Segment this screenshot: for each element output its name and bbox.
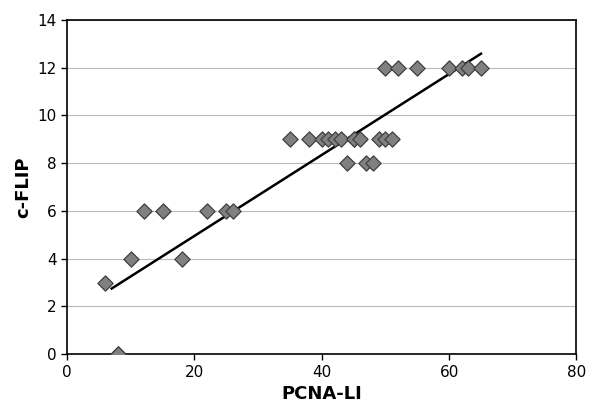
Point — [221, 208, 231, 214]
Point — [457, 64, 467, 71]
Point — [101, 279, 110, 286]
X-axis label: PCNA-LI: PCNA-LI — [281, 385, 362, 403]
Point — [368, 160, 377, 166]
Point — [380, 64, 390, 71]
Point — [413, 64, 422, 71]
Point — [113, 351, 123, 357]
Point — [380, 136, 390, 143]
Point — [228, 208, 238, 214]
Point — [177, 255, 187, 262]
Point — [139, 208, 148, 214]
Point — [158, 208, 167, 214]
Point — [355, 136, 365, 143]
Point — [323, 136, 333, 143]
Point — [476, 64, 486, 71]
Point — [349, 136, 358, 143]
Point — [202, 208, 212, 214]
Y-axis label: c-FLIP: c-FLIP — [14, 156, 32, 218]
Point — [463, 64, 473, 71]
Point — [374, 136, 384, 143]
Point — [349, 136, 358, 143]
Point — [304, 136, 314, 143]
Point — [285, 136, 295, 143]
Point — [394, 64, 403, 71]
Point — [343, 160, 352, 166]
Point — [336, 136, 346, 143]
Point — [387, 136, 397, 143]
Point — [330, 136, 340, 143]
Point — [113, 351, 123, 357]
Point — [126, 255, 136, 262]
Point — [445, 64, 454, 71]
Point — [317, 136, 326, 143]
Point — [362, 160, 371, 166]
